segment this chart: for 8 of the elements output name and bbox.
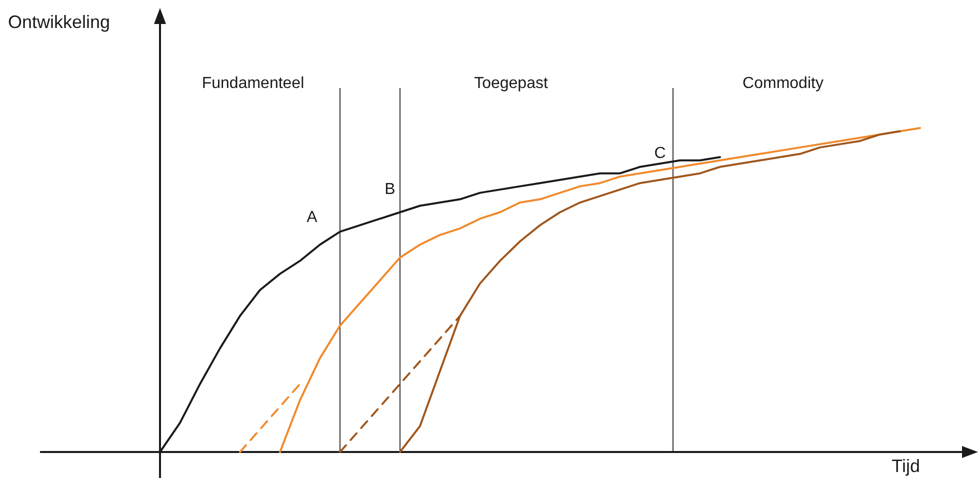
annotation: B [384, 181, 396, 198]
text: Fundamenteel [202, 75, 304, 92]
annotation: A [306, 209, 318, 226]
annotation: C [654, 145, 666, 162]
text: Toegepast [474, 75, 548, 92]
x-axis-title: Tijd [892, 456, 920, 476]
text: Ontwikkeling [8, 12, 110, 32]
text: Commodity [742, 75, 824, 92]
